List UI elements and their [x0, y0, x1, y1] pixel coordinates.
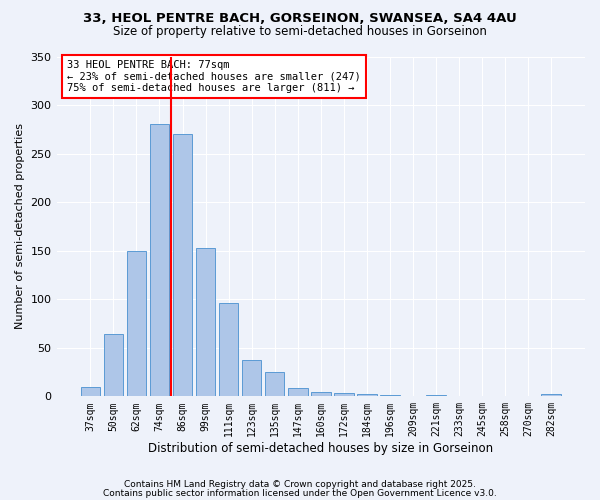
Bar [104, 334, 123, 396]
Text: 33 HEOL PENTRE BACH: 77sqm
← 23% of semi-detached houses are smaller (247)
75% o: 33 HEOL PENTRE BACH: 77sqm ← 23% of semi… [67, 60, 361, 93]
Y-axis label: Number of semi-detached properties: Number of semi-detached properties [15, 124, 25, 330]
Bar [196, 248, 215, 396]
Bar [149, 124, 169, 396]
Bar [242, 360, 262, 396]
Bar [265, 372, 284, 396]
Bar [219, 303, 238, 396]
X-axis label: Distribution of semi-detached houses by size in Gorseinon: Distribution of semi-detached houses by … [148, 442, 493, 455]
Bar [334, 394, 353, 396]
Bar [173, 134, 193, 396]
Bar [80, 386, 100, 396]
Bar [311, 392, 331, 396]
Bar [541, 394, 561, 396]
Bar [127, 250, 146, 396]
Text: Contains public sector information licensed under the Open Government Licence v3: Contains public sector information licen… [103, 489, 497, 498]
Text: Contains HM Land Registry data © Crown copyright and database right 2025.: Contains HM Land Registry data © Crown c… [124, 480, 476, 489]
Text: Size of property relative to semi-detached houses in Gorseinon: Size of property relative to semi-detach… [113, 25, 487, 38]
Bar [357, 394, 377, 396]
Text: 33, HEOL PENTRE BACH, GORSEINON, SWANSEA, SA4 4AU: 33, HEOL PENTRE BACH, GORSEINON, SWANSEA… [83, 12, 517, 26]
Bar [288, 388, 308, 396]
